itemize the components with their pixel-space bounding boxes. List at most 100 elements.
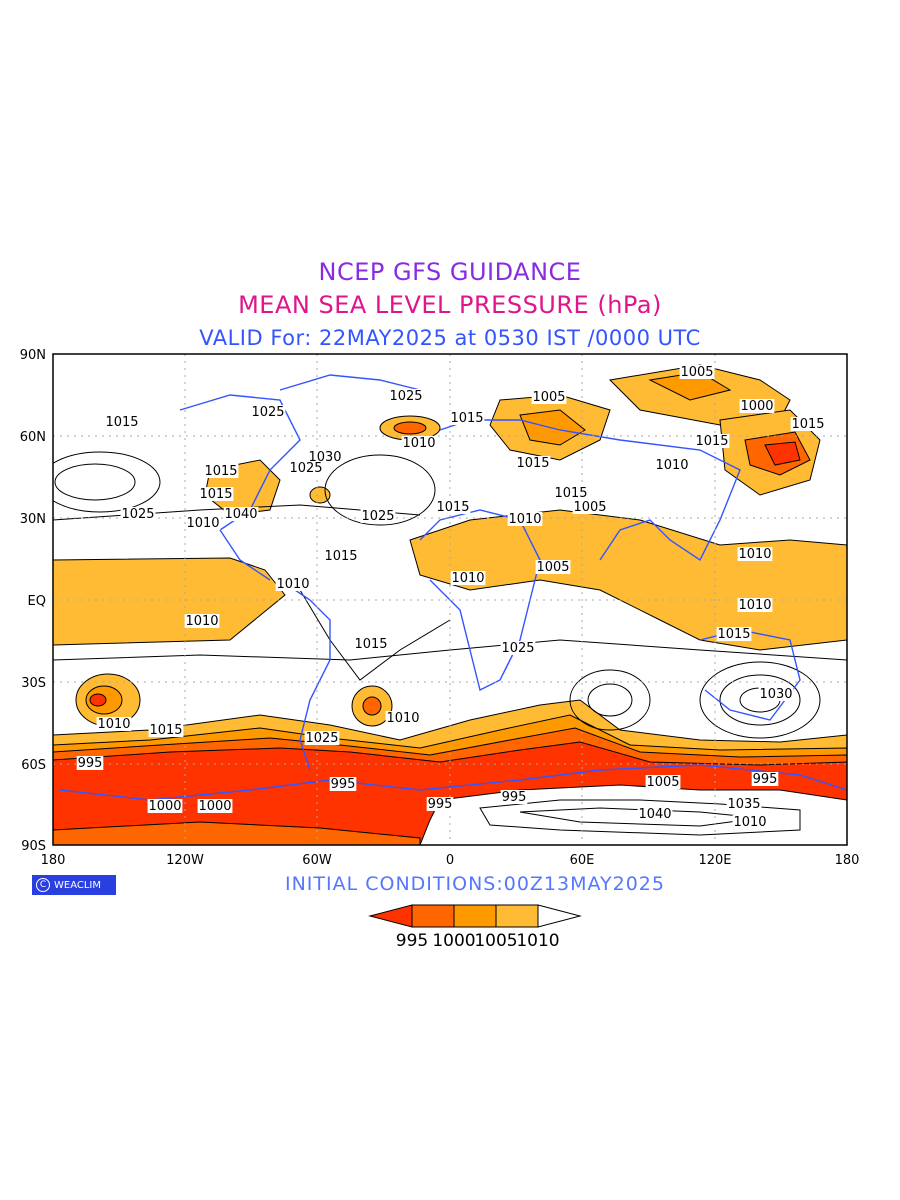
contour-label: 1025 <box>289 461 322 476</box>
color-bar-segment <box>537 904 582 928</box>
contour-label-bg <box>726 797 762 811</box>
contour-label: 1000 <box>148 799 181 814</box>
contour-label-bg <box>288 461 324 475</box>
contour-label: 1040 <box>638 807 671 822</box>
contour-label-bg <box>203 464 239 478</box>
contour-label-bg <box>732 815 768 829</box>
contour-label: 1015 <box>791 417 824 432</box>
contour-label-bg <box>275 577 311 591</box>
contour-label-bg <box>449 411 485 425</box>
map-field: 1025 1005 1005 1000 1015 1015 1025 1015 1010 1030… <box>53 354 847 845</box>
lat-label-eq: EQ <box>28 594 46 609</box>
contour-label-bg <box>450 571 486 585</box>
contour-label-bg <box>148 723 184 737</box>
contour-label: 1015 <box>354 637 387 652</box>
contour-label: 1015 <box>204 464 237 479</box>
contour-label: 995 <box>502 790 527 805</box>
lat-label-90n: 90N <box>20 348 46 363</box>
color-bar-segment <box>495 904 539 928</box>
contour-label-bg <box>360 509 396 523</box>
contour-label: 1010 <box>186 516 219 531</box>
contour-labels: 1025 1005 1005 1000 1015 1015 1025 1015 1010 1030… <box>76 365 826 830</box>
lon-label-60e: 60E <box>570 853 595 868</box>
contour-label: 1015 <box>436 500 469 515</box>
coastlines <box>59 374 847 801</box>
contour-label-bg <box>223 507 259 521</box>
contour-label: 1005 <box>680 365 713 380</box>
contour-label-bg <box>147 799 183 813</box>
color-bar-label: 1010 <box>516 931 559 950</box>
title-line-2: MEAN SEA LEVEL PRESSURE (hPa) <box>238 291 662 319</box>
contour-label-bg <box>758 687 794 701</box>
contour-label: 995 <box>331 777 356 792</box>
contour-label-bg <box>531 390 567 404</box>
contour-label: 1015 <box>199 487 232 502</box>
contour-label-bg <box>500 641 536 655</box>
contour-label: 1015 <box>105 415 138 430</box>
color-bar-label: 995 <box>396 931 428 950</box>
contour-label: 1005 <box>536 560 569 575</box>
color-bar-segment <box>453 904 497 928</box>
color-bar-segment <box>411 904 455 928</box>
contour-label-bg <box>739 399 775 413</box>
contour-label-bg <box>694 434 730 448</box>
contour-label: 1010 <box>738 598 771 613</box>
contour-label-bg <box>323 549 359 563</box>
contour-label: 1010 <box>402 436 435 451</box>
lon-label-180w: 180 <box>41 853 66 868</box>
contour-label-bg <box>679 365 715 379</box>
contour-label: 1015 <box>717 627 750 642</box>
contour-label: 1000 <box>740 399 773 414</box>
contour-label-bg <box>184 614 220 628</box>
contour-label-bg <box>353 637 389 651</box>
contour-label: 1015 <box>695 434 728 449</box>
contour-label-bg <box>385 711 421 725</box>
contour-label: 1015 <box>149 723 182 738</box>
contour-label-bg <box>307 450 343 464</box>
contour-label-bg <box>535 560 571 574</box>
contour-label-bg <box>507 512 543 526</box>
contour-label-bg <box>96 717 132 731</box>
contour-label: 1000 <box>198 799 231 814</box>
contour-label: 1010 <box>733 815 766 830</box>
contour-label-bg <box>388 389 424 403</box>
contour-label: 1010 <box>655 458 688 473</box>
contour-label: 1010 <box>185 614 218 629</box>
contour-label: 1015 <box>516 456 549 471</box>
contour-label-bg <box>572 500 608 514</box>
copyright-icon: C <box>36 878 50 892</box>
initial-conditions: INITIAL CONDITIONS:00Z13MAY2025 <box>284 873 665 895</box>
contour-label: 1025 <box>361 509 394 524</box>
contour-label: 1025 <box>501 641 534 656</box>
contour-label-bg <box>185 516 221 530</box>
contour-label-bg <box>716 627 752 641</box>
contour-label: 1040 <box>224 507 257 522</box>
contour-label-bg <box>500 790 528 804</box>
weaclim-logo: C WEACLIM <box>32 875 116 895</box>
contour-label: 995 <box>753 772 778 787</box>
map-frame <box>52 353 848 846</box>
contour-label-bg <box>737 598 773 612</box>
contour-label: 1010 <box>386 711 419 726</box>
contour-label: 1005 <box>532 390 565 405</box>
contour-label: 1010 <box>97 717 130 732</box>
contour-label: 995 <box>78 756 103 771</box>
lon-label-0: 0 <box>446 853 454 868</box>
contour-label-bg <box>120 507 156 521</box>
color-bar-segment <box>368 904 413 928</box>
contour-label: 1035 <box>727 797 760 812</box>
contour-label: 1030 <box>759 687 792 702</box>
contour-label: 1025 <box>121 507 154 522</box>
graticule <box>53 354 847 845</box>
contour-label-bg <box>637 807 673 821</box>
color-bar-label: 1005 <box>474 931 517 950</box>
lon-label-180e: 180 <box>835 853 860 868</box>
contour-label: 1005 <box>573 500 606 515</box>
contour-label-bg <box>304 731 340 745</box>
contour-label-bg <box>790 417 826 431</box>
contour-label-bg <box>76 756 104 770</box>
contour-label-bg <box>553 486 589 500</box>
contour-label: 1010 <box>451 571 484 586</box>
